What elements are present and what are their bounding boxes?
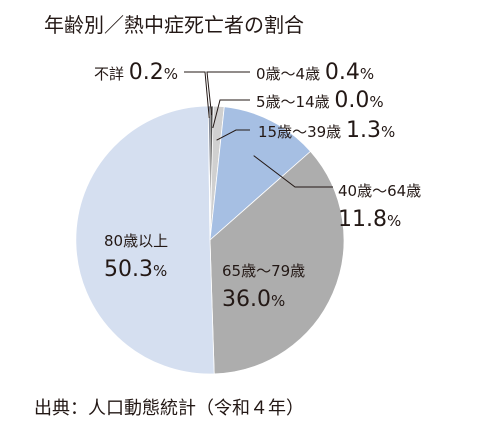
- leader-line-6: [184, 71, 210, 119]
- leader-lines: [184, 71, 333, 188]
- slice-label-0: 0歳〜4歳 0.4%: [256, 60, 374, 85]
- chart-title: 年齢別／熱中症死亡者の割合: [44, 13, 304, 37]
- leader-line-1: [212, 99, 250, 129]
- slice-label-5: 80歳以上 50.3%: [104, 232, 168, 282]
- slice-5: [75, 105, 215, 375]
- leader-line-0: [206, 71, 250, 116]
- slice-label-2: 15歳〜39歳 1.3%: [258, 118, 395, 143]
- slice-label-1: 5歳〜14歳 0.0%: [256, 88, 384, 113]
- slice-labels: 0歳〜4歳 0.4% 5歳〜14歳 0.0% 15歳〜39歳 1.3% 40歳〜64歳…: [94, 60, 421, 312]
- pie-slices: [75, 105, 345, 375]
- slice-4: [209, 150, 345, 375]
- leader-line-2: [216, 129, 250, 141]
- slice-label-4: 65歳〜79歳 36.0%: [222, 262, 305, 312]
- slice-label-3: 40歳〜64歳 11.8%: [338, 182, 421, 232]
- slice-3: [209, 106, 312, 241]
- slice-label-6: 不詳 0.2%: [94, 60, 178, 85]
- leader-line-3: [253, 155, 333, 188]
- source-note: 出典：人口動態統計（令和４年）: [34, 398, 304, 419]
